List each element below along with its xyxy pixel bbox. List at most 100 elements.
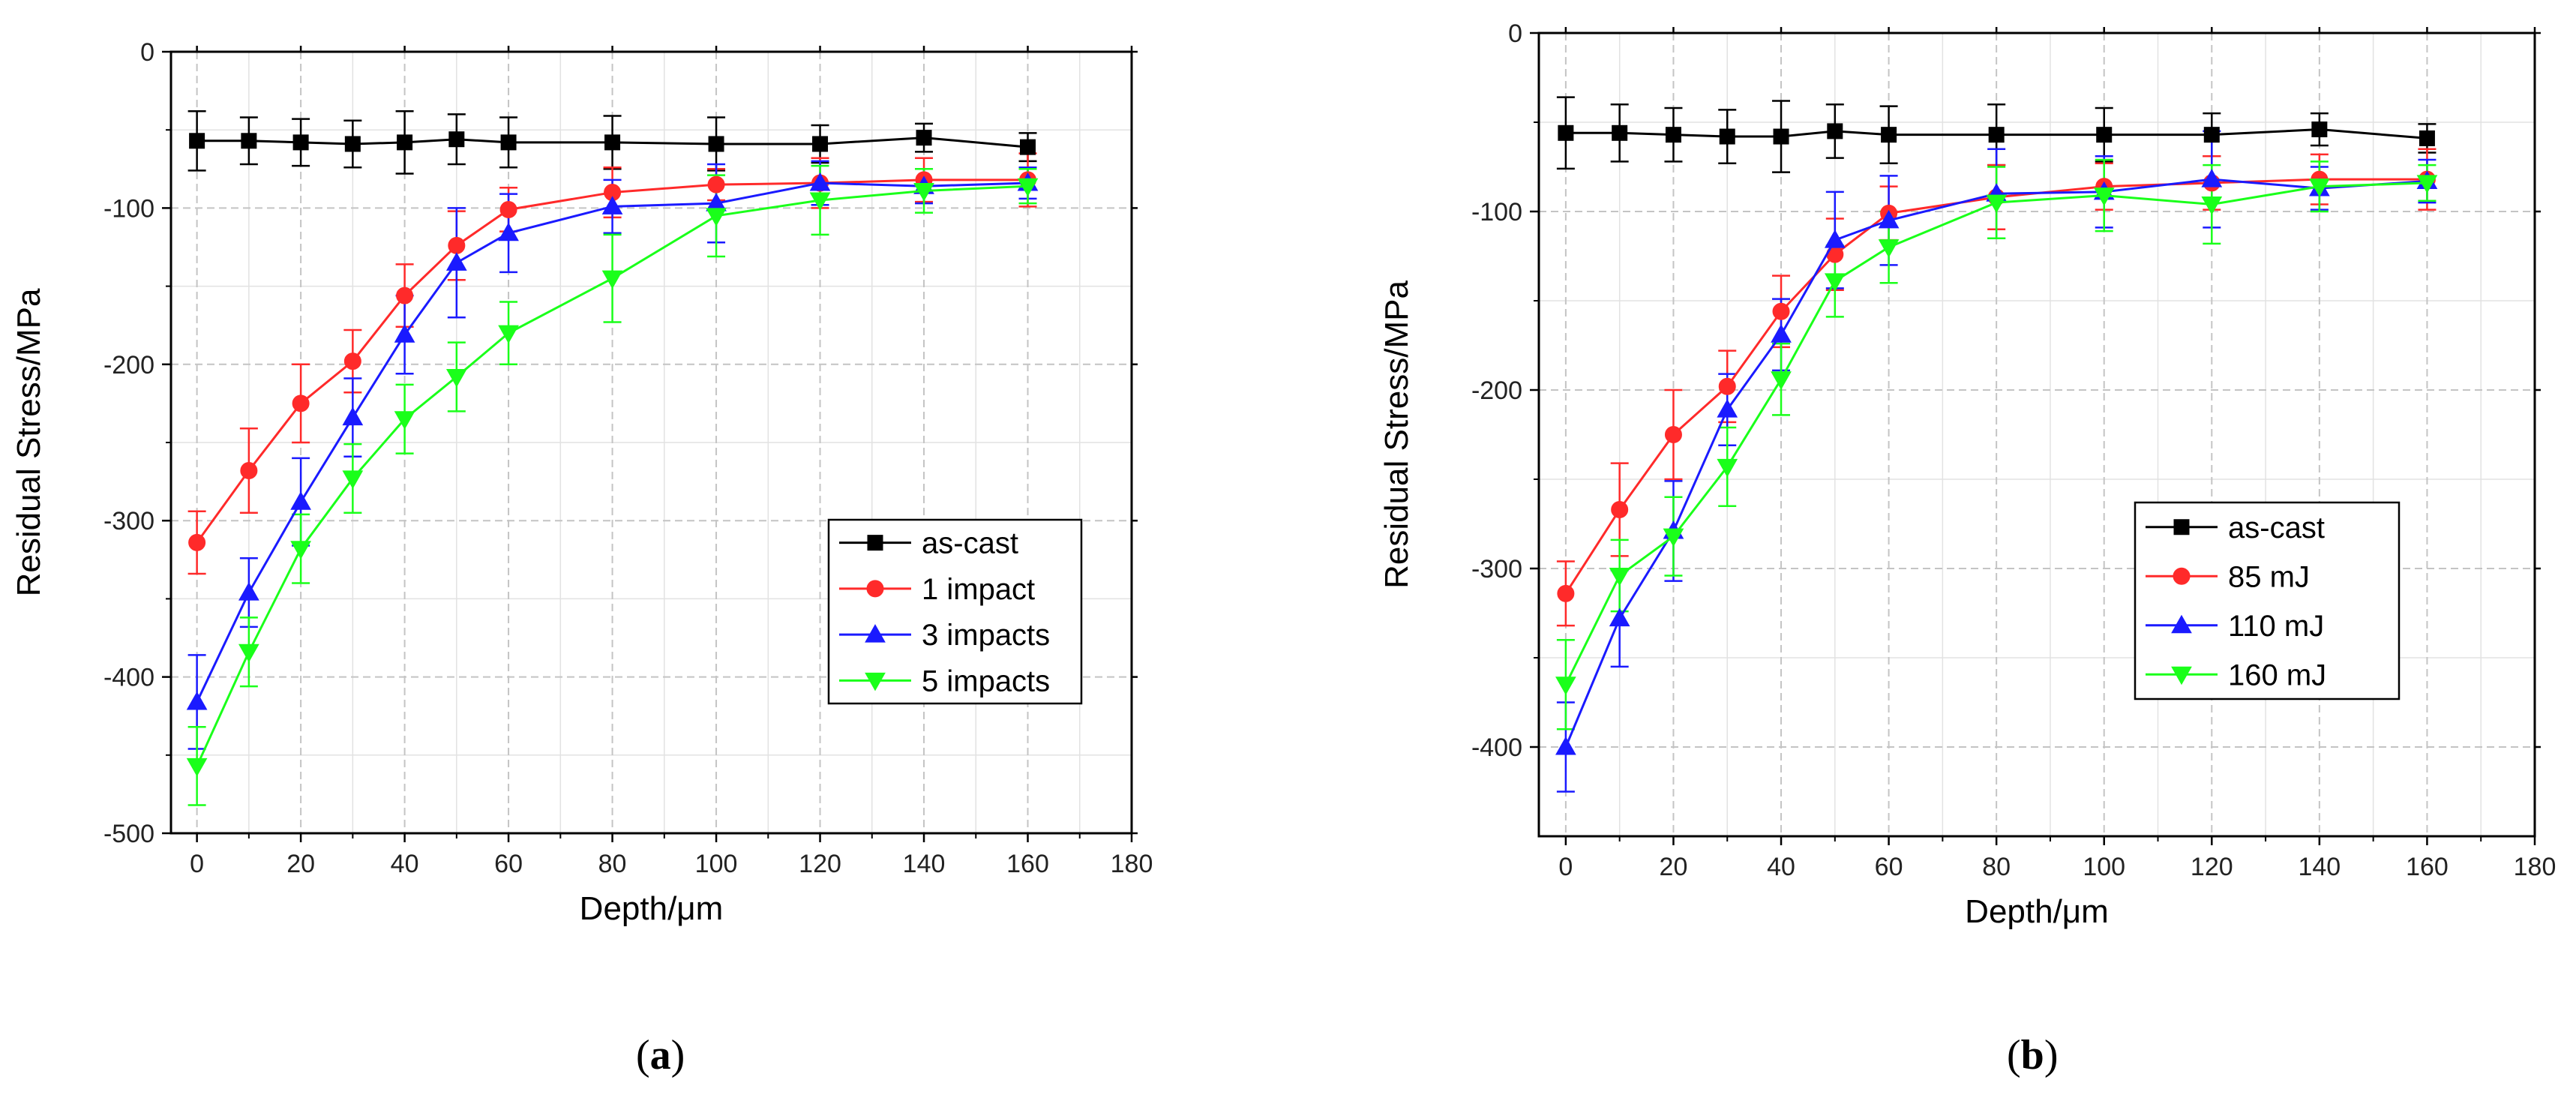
data-point [1881,127,1897,143]
data-point [290,491,311,510]
data-point [1665,127,1681,143]
data-point [1988,127,2005,143]
data-point [1609,608,1630,627]
x-axis-title: Depth/μm [580,890,724,927]
x-axis-title: Depth/μm [1965,893,2109,930]
legend-marker [2171,614,2192,634]
series-line [1564,178,2428,595]
data-point [1878,209,1900,229]
chart-b: 0 20 40 60 80 100 120 140 160 180 0 -100 -200 -300 -40… [1378,20,2556,930]
data-point [2096,127,2113,143]
data-point [1612,124,1628,141]
data-point [241,133,257,149]
legend-label: 85 mJ [2228,560,2310,593]
y-tick-label: -500 [103,820,154,848]
x-tick-label: 0 [1558,853,1573,881]
data-point [1717,458,1738,478]
data-point [343,352,361,370]
data-point [186,758,208,777]
data-point [2416,175,2438,194]
data-point [706,208,727,226]
data-point [498,222,519,242]
x-tick-label: 40 [1767,853,1795,881]
legend-label: as-cast [2228,512,2325,544]
legend-label: 1 impact [922,573,1035,606]
data-point [1771,371,1792,390]
data-point [189,133,205,149]
series-line [196,184,1028,767]
legend-label: 160 mJ [2228,658,2326,692]
data-point [498,325,519,344]
legend-marker [865,672,886,692]
series-line [1565,128,2428,140]
legend-marker [866,580,884,598]
y-tick-label: 0 [1508,20,1522,48]
minor-grid [171,52,1132,833]
legend-label: 110 mJ [2228,610,2324,643]
data-point [292,134,309,151]
data-point [1020,139,1036,155]
x-tick-label: 20 [1660,853,1688,881]
plot-area [1539,33,2535,836]
y-tick-label: -400 [103,664,154,692]
x-tick-label: 120 [2191,853,2233,881]
data-point [499,200,517,218]
data-point [2311,122,2328,138]
legend-marker [2173,567,2191,585]
legend-box [2134,501,2401,700]
legend-marker [865,624,886,643]
x-tick-label: 80 [1982,853,2011,881]
x-tick-label: 60 [1875,853,1903,881]
data-point [238,644,259,663]
data-point [396,286,414,304]
series-line [196,182,1028,703]
y-tick-label: -200 [1471,376,1522,405]
x-tick-label: 100 [695,850,738,878]
data-point [1557,584,1575,602]
data-point [344,136,361,152]
data-point [290,541,311,560]
series-as-cast [1556,96,2437,173]
x-tick-label: 60 [494,850,523,878]
data-point [1664,426,1682,443]
data-point [1558,124,1574,141]
series-line-group [186,178,1039,777]
data-point [1824,273,1846,292]
legend-label: 5 impacts [922,664,1050,698]
y-tick-label: -100 [103,194,154,223]
caption-a: (a) [636,1032,685,1078]
data-point [1824,230,1846,248]
y-tick-label: -100 [1471,198,1522,226]
data-point [1827,123,1843,140]
data-point [2309,178,2330,197]
data-point [809,172,831,191]
data-point [1773,128,1789,145]
caption-b-letter: b [2020,1032,2044,1078]
data-point [707,176,725,194]
data-point [394,411,415,430]
series-line-group [1558,122,2435,146]
data-point [292,394,310,412]
legend-marker [2171,666,2192,686]
y-tick-label: 0 [140,38,154,67]
data-point [812,136,829,152]
x-tick-label: 40 [391,850,419,878]
series-line-group [1555,175,2438,695]
data-point [342,406,364,426]
data-point [394,324,415,343]
data-point [913,182,934,202]
data-point [448,236,466,254]
data-point [1717,399,1738,418]
y-tick-label: -200 [103,351,154,380]
data-point [1609,568,1630,586]
y-axis-title: Residual Stress/MPa [1378,280,1415,589]
x-tick-label: 80 [598,850,627,878]
series-line [196,136,1028,148]
legend-label: 3 impacts [922,619,1050,652]
data-point [604,134,621,151]
series-line [1564,178,2428,748]
data-point [448,131,465,148]
x-tick-label: 20 [286,850,315,878]
x-tick-label: 0 [190,850,204,878]
data-point [186,691,208,710]
